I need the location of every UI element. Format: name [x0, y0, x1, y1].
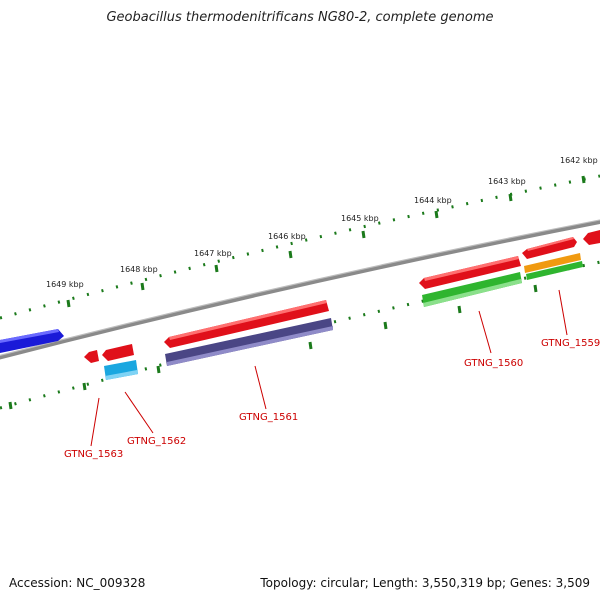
lower-tick — [308, 341, 313, 350]
major-ticks — [66, 175, 586, 308]
label-leaders — [90, 289, 568, 447]
feature-gtng-1559-highlight — [527, 237, 574, 251]
feature-gtng-1561-highlight — [169, 300, 327, 340]
feature-gtng-1562-gene-shade — [105, 370, 138, 380]
lower-tick — [457, 305, 462, 314]
feature-gtng-1560-highlight — [424, 256, 519, 281]
lower-tick — [156, 365, 161, 374]
leader-gtng-1562 — [124, 391, 154, 434]
feature-left-highlight — [0, 329, 59, 343]
gene-label-gtng-1563: GTNG_1563 — [64, 449, 123, 460]
tick-label: 1648 kbp — [120, 265, 158, 274]
gene-label-gtng-1561: GTNG_1561 — [239, 412, 298, 423]
feature-gtng-1559-cds — [522, 237, 577, 259]
feature-gtng-1559-orange — [524, 253, 581, 273]
feature-gtng-1560-gene-shade — [423, 279, 522, 307]
tick-label: 1649 kbp — [46, 280, 84, 289]
major-tick — [288, 250, 293, 259]
feature-gtng-1559-green — [526, 261, 583, 280]
feature-gtng-1563-cds — [84, 350, 99, 363]
feature-gtng-1561-gene-shade — [167, 326, 333, 366]
major-tick — [140, 282, 145, 291]
genome-backbone-highlight — [0, 219, 600, 357]
gene-label-gtng-1559: GTNG_1559 — [541, 338, 600, 349]
topology-text: Topology: circular; Length: 3,550,319 bp… — [260, 576, 590, 590]
major-tick — [214, 264, 219, 273]
tick-label: 1643 kbp — [488, 177, 526, 186]
major-tick — [581, 175, 586, 184]
leader-gtng-1561 — [254, 365, 267, 410]
accession-text: Accession: NC_009328 — [9, 576, 146, 590]
major-tick — [66, 299, 71, 308]
tick-label: 1645 kbp — [341, 214, 379, 223]
major-tick — [361, 230, 366, 239]
major-tick — [434, 210, 439, 219]
leader-gtng-1563 — [90, 397, 100, 447]
feature-gtng-1562-cds — [102, 344, 134, 361]
feature-next-cds — [583, 230, 600, 245]
tick-label: 1647 kbp — [194, 249, 232, 258]
leader-gtng-1560 — [478, 310, 492, 354]
leader-gtng-1559 — [558, 289, 568, 336]
lower-major-ticks — [8, 284, 538, 410]
lower-tick — [82, 382, 87, 391]
lower-tick — [383, 321, 388, 330]
major-tick — [508, 193, 513, 202]
map-title: Geobacillus thermodenitrificans NG80-2, … — [106, 10, 494, 25]
gene-label-gtng-1560: GTNG_1560 — [464, 358, 523, 369]
feature-left-cds — [0, 329, 64, 353]
genome-backbone — [0, 219, 600, 360]
gene-label-gtng-1562: GTNG_1562 — [127, 436, 186, 447]
lower-tick — [533, 284, 538, 293]
lower-tick — [8, 401, 13, 410]
tick-labels: 1642 kbp 1643 kbp 1644 kbp 1645 kbp 1646… — [46, 156, 598, 289]
tick-label: 1646 kbp — [268, 232, 306, 241]
tick-label: 1644 kbp — [414, 196, 452, 205]
tick-label: 1642 kbp — [560, 156, 598, 165]
gene-labels: GTNG_1559 GTNG_1560 GTNG_1561 GTNG_1562 … — [64, 338, 600, 460]
